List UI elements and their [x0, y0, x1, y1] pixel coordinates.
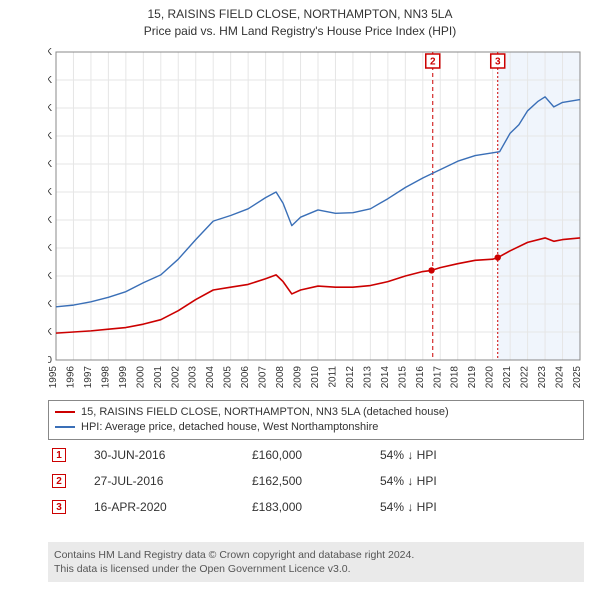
license-text: Contains HM Land Registry data © Crown c… — [48, 542, 584, 582]
event-badge: 2 — [430, 57, 436, 68]
y-tick-label: £350K — [48, 159, 52, 170]
marker-badge: 1 — [52, 448, 66, 462]
x-tick-label: 2004 — [205, 366, 216, 388]
chart-titles: 15, RAISINS FIELD CLOSE, NORTHAMPTON, NN… — [0, 0, 600, 40]
x-tick-label: 1996 — [65, 366, 76, 388]
y-tick-label: £200K — [48, 243, 52, 254]
marker-date: 16-APR-2020 — [94, 500, 224, 514]
x-tick-label: 2000 — [135, 366, 146, 388]
legend-swatch — [55, 411, 75, 413]
marker-price: £160,000 — [252, 448, 352, 462]
x-tick-label: 2022 — [520, 366, 531, 388]
license-line-1: Contains HM Land Registry data © Crown c… — [54, 548, 578, 562]
x-tick-label: 2003 — [188, 366, 199, 388]
y-tick-label: £0 — [48, 355, 52, 366]
y-tick-label: £150K — [48, 271, 52, 282]
chart-title: 15, RAISINS FIELD CLOSE, NORTHAMPTON, NN… — [0, 6, 600, 23]
x-tick-label: 2024 — [555, 366, 566, 388]
x-tick-label: 2023 — [537, 366, 548, 388]
y-tick-label: £250K — [48, 215, 52, 226]
y-tick-label: £100K — [48, 299, 52, 310]
marker-price: £183,000 — [252, 500, 352, 514]
y-tick-label: £550K — [48, 48, 52, 58]
legend: 15, RAISINS FIELD CLOSE, NORTHAMPTON, NN… — [48, 400, 584, 440]
marker-date: 27-JUL-2016 — [94, 474, 224, 488]
x-tick-label: 2021 — [502, 366, 513, 388]
marker-row: 2 27-JUL-2016 £162,500 54% ↓ HPI — [48, 468, 584, 494]
marker-date: 30-JUN-2016 — [94, 448, 224, 462]
x-tick-label: 2012 — [345, 366, 356, 388]
marker-badge: 3 — [52, 500, 66, 514]
chart-plot: £0 £50K £100K £150K £200K £250K £300K £350K £400… — [48, 48, 584, 388]
y-tick-label: £300K — [48, 187, 52, 198]
x-tick-label: 2002 — [170, 366, 181, 388]
legend-item: HPI: Average price, detached house, West… — [55, 420, 577, 435]
x-tick-label: 2018 — [450, 366, 461, 388]
chart-container: 15, RAISINS FIELD CLOSE, NORTHAMPTON, NN… — [0, 0, 600, 590]
x-tick-label: 2005 — [223, 366, 234, 388]
chart-subtitle: Price paid vs. HM Land Registry's House … — [0, 23, 600, 40]
x-tick-label: 2001 — [153, 366, 164, 388]
marker-row: 1 30-JUN-2016 £160,000 54% ↓ HPI — [48, 442, 584, 468]
x-tick-label: 1997 — [83, 366, 94, 388]
legend-label: 15, RAISINS FIELD CLOSE, NORTHAMPTON, NN… — [81, 405, 449, 420]
x-tick-label: 2013 — [362, 366, 373, 388]
x-tick-label: 2015 — [397, 366, 408, 388]
x-tick-label: 1995 — [48, 366, 59, 388]
legend-label: HPI: Average price, detached house, West… — [81, 420, 378, 435]
y-tick-label: £400K — [48, 131, 52, 142]
marker-badge: 2 — [52, 474, 66, 488]
x-tick-label: 2025 — [572, 366, 583, 388]
x-tick-label: 2011 — [327, 366, 338, 388]
y-tick-label: £450K — [48, 103, 52, 114]
x-tick-label: 2008 — [275, 366, 286, 388]
y-tick-label: £500K — [48, 75, 52, 86]
x-tick-label: 2014 — [380, 366, 391, 388]
marker-table: 1 30-JUN-2016 £160,000 54% ↓ HPI 2 27-JUL-201… — [48, 442, 584, 520]
y-tick-label: £50K — [48, 327, 52, 338]
marker-pct: 54% ↓ HPI — [380, 500, 480, 514]
marker-row: 3 16-APR-2020 £183,000 54% ↓ HPI — [48, 494, 584, 520]
marker-pct: 54% ↓ HPI — [380, 448, 480, 462]
marker-price: £162,500 — [252, 474, 352, 488]
x-tick-label: 2016 — [415, 366, 426, 388]
x-tick-label: 2017 — [432, 366, 443, 388]
legend-item: 15, RAISINS FIELD CLOSE, NORTHAMPTON, NN… — [55, 405, 577, 420]
marker-pct: 54% ↓ HPI — [380, 474, 480, 488]
x-tick-label: 1998 — [100, 366, 111, 388]
event-badge: 3 — [495, 57, 501, 68]
x-tick-label: 2019 — [467, 366, 478, 388]
x-tick-label: 2007 — [258, 366, 269, 388]
x-tick-label: 2006 — [240, 366, 251, 388]
x-tick-label: 2020 — [485, 366, 496, 388]
x-tick-label: 1999 — [118, 366, 129, 388]
legend-swatch — [55, 426, 75, 428]
x-tick-label: 2010 — [310, 366, 321, 388]
license-line-2: This data is licensed under the Open Gov… — [54, 562, 578, 576]
x-tick-label: 2009 — [293, 366, 304, 388]
